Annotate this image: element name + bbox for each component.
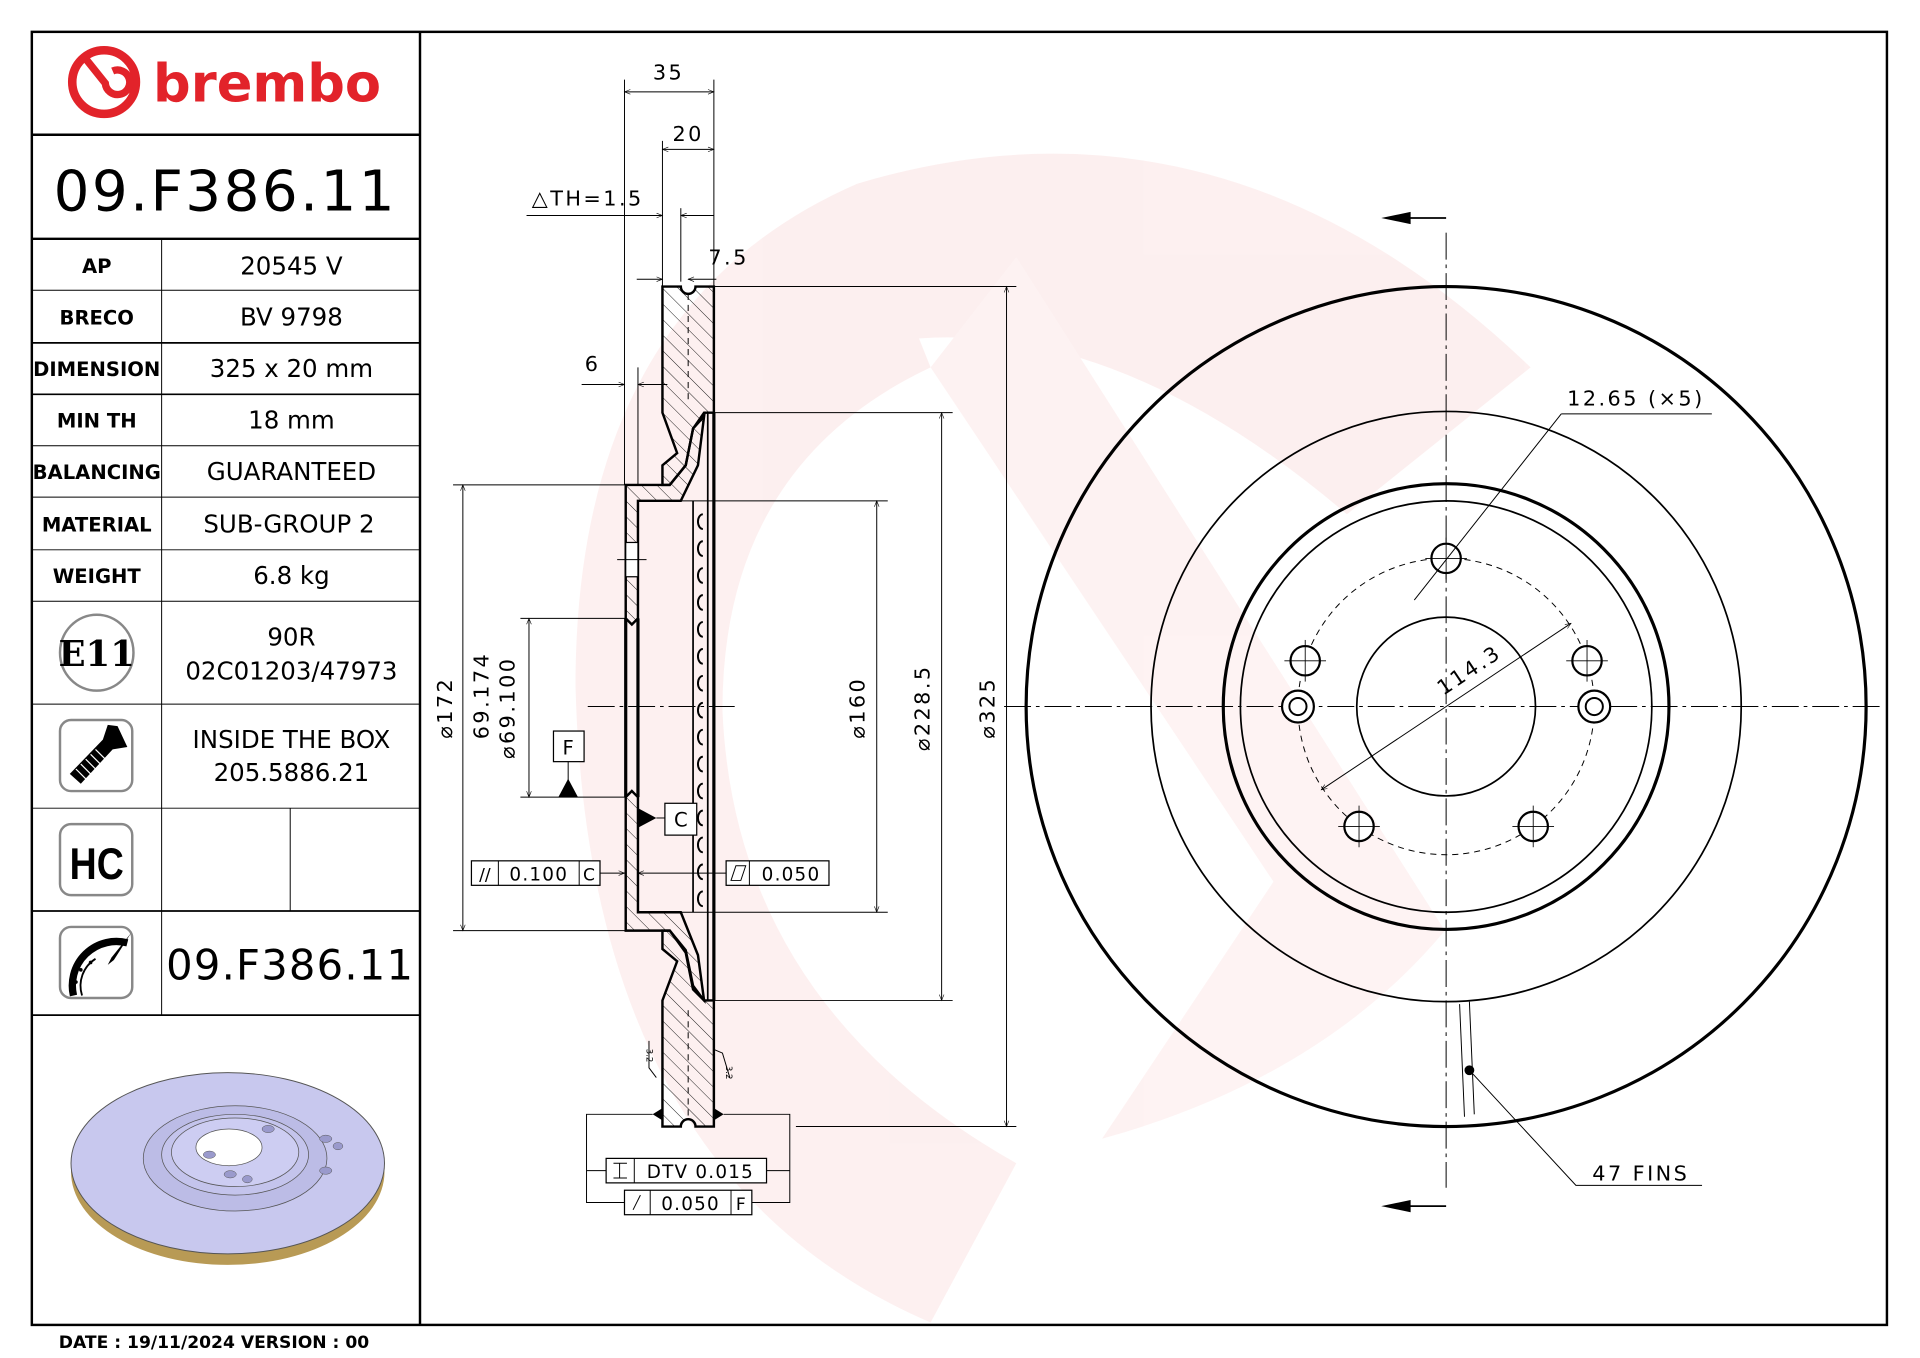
- svg-text://: //: [479, 865, 491, 885]
- fin-mark: [697, 540, 704, 557]
- svg-text:12.65 (×5): 12.65 (×5): [1567, 386, 1705, 410]
- dim-dia-69-174: 69.174: [470, 652, 494, 739]
- part-number: 09.F386.11: [54, 160, 397, 225]
- dim-dia-172: ⌀172: [433, 677, 457, 739]
- datum-f: F: [552, 730, 585, 798]
- inside-box-part: 205.5886.21: [214, 758, 370, 787]
- svg-text:brembo: brembo: [153, 54, 381, 115]
- svg-text:3.2: 3.2: [723, 1066, 733, 1080]
- spec-label: BALANCING: [33, 461, 161, 484]
- threaded-hole: [1577, 689, 1612, 724]
- parallelism-tolerance: // 0.100 C: [470, 860, 626, 886]
- spec-value: 18 mm: [248, 406, 335, 435]
- bolt-hole-callout: 12.65 (×5): [1413, 386, 1712, 601]
- svg-text:C: C: [674, 809, 688, 832]
- fin-mark: [697, 567, 704, 584]
- svg-text:0.100: 0.100: [509, 864, 568, 885]
- fin-mark: [697, 621, 704, 638]
- dim-7-5: 7.5: [708, 246, 748, 270]
- svg-text:DTV 0.015: DTV 0.015: [647, 1162, 754, 1183]
- svg-text:E11: E11: [59, 634, 135, 675]
- fin-mark: [697, 755, 704, 773]
- date-version: DATE : 19/11/2024 VERSION : 00: [59, 1333, 370, 1353]
- svg-text:0.050: 0.050: [661, 1194, 720, 1215]
- section-arrow-bottom: [1381, 1200, 1447, 1213]
- hc-icon: HC: [58, 822, 134, 897]
- section-view: 35 20 △TH=1.5 7.5 6 ⌀172 69.174 ⌀69.100 …: [433, 61, 1017, 1216]
- dtv-runout-tolerance: DTV 0.015 0.050 F: [586, 1108, 791, 1216]
- fin-mark: [697, 513, 704, 530]
- svg-text:47 FINS: 47 FINS: [1592, 1161, 1689, 1185]
- dim-dia-228-5: ⌀228.5: [910, 664, 934, 751]
- spec-label: AP: [82, 255, 112, 278]
- spec-label: BRECO: [60, 307, 134, 330]
- drawing-frame: [30, 30, 1889, 1327]
- svg-text:C: C: [583, 865, 595, 885]
- spec-value: 6.8 kg: [253, 561, 329, 590]
- spec-label: MIN TH: [57, 409, 137, 432]
- svg-text:0.050: 0.050: [762, 864, 821, 885]
- dim-dia-325: ⌀325: [975, 677, 999, 739]
- spec-value: BV 9798: [240, 303, 343, 332]
- svg-text:F: F: [736, 1195, 746, 1215]
- fin-mark: [697, 594, 704, 611]
- datum-c: C: [637, 802, 698, 836]
- e11-homologation-icon: E11: [59, 613, 135, 692]
- fin-mark: [697, 648, 704, 665]
- fin-mark: [697, 701, 704, 719]
- dim-th: △TH=1.5: [532, 187, 644, 211]
- svg-text:F: F: [563, 736, 574, 759]
- roughness-symbol-right: 3.2: [713, 1048, 733, 1080]
- flatness-tolerance: 0.050: [637, 860, 830, 886]
- screw-icon: [58, 718, 134, 793]
- fin-mark: [697, 890, 704, 908]
- fin-mark: [697, 782, 704, 800]
- svg-text:HC: HC: [70, 839, 124, 889]
- inside-box-label: INSIDE THE BOX: [193, 725, 391, 754]
- spec-label: DIMENSION: [33, 358, 160, 381]
- disc-3d-render: [70, 1072, 385, 1265]
- dim-20: 20: [672, 122, 703, 146]
- spec-value: GUARANTEED: [207, 457, 376, 486]
- fin-mark: [697, 863, 704, 881]
- dim-dia-69-100: ⌀69.100: [495, 657, 519, 759]
- spec-label: MATERIAL: [42, 513, 152, 536]
- spec-value: 20545 V: [240, 251, 343, 280]
- fins-callout: 47 FINS: [1459, 1001, 1703, 1186]
- marking-part-number: 09.F386.11: [166, 941, 414, 990]
- disc-marking-icon: [58, 925, 134, 1000]
- threaded-hole: [1280, 689, 1315, 724]
- fin-mark: [697, 809, 704, 827]
- brembo-logo: brembo: [67, 45, 381, 119]
- approval-number: 02C01203/47973: [185, 657, 397, 686]
- spec-value: SUB-GROUP 2: [203, 510, 374, 539]
- cooling-fins: [697, 513, 704, 908]
- spec-label: WEIGHT: [53, 565, 142, 588]
- fin-mark: [697, 728, 704, 746]
- dim-6: 6: [585, 352, 598, 376]
- title-block: brembo 09.F386.11 AP 20545 V BRECO BV 97…: [31, 45, 420, 1265]
- brembo-watermark: [575, 153, 1531, 1323]
- spec-value: 325 x 20 mm: [210, 354, 373, 383]
- fin-mark: [697, 674, 704, 692]
- dim-35: 35: [653, 61, 684, 85]
- section-arrow-top: [1381, 211, 1447, 225]
- dim-dia-160: ⌀160: [845, 677, 869, 739]
- svg-text:3.2: 3.2: [644, 1049, 654, 1063]
- fin-mark: [697, 836, 704, 854]
- roughness-symbol-left: 3.2: [644, 1040, 657, 1078]
- regulation: 90R: [267, 622, 315, 651]
